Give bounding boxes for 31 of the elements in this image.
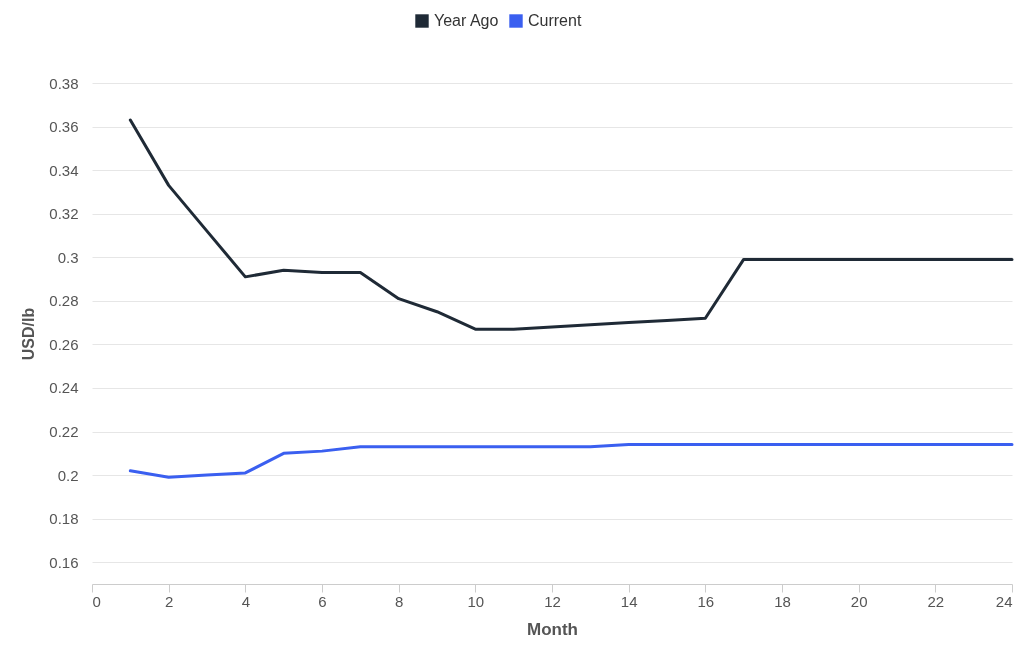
- x-tick-label: 10: [467, 592, 485, 610]
- x-tick-label: 18: [774, 592, 791, 610]
- x-tick-label: 12: [544, 592, 561, 610]
- x-tick-label: 8: [394, 592, 404, 610]
- y-tick-label: 0.28: [49, 292, 79, 310]
- y-tick-label: 0.36: [49, 118, 79, 136]
- x-tick-label: 4: [241, 592, 251, 610]
- x-tick-label: 2: [164, 592, 174, 610]
- legend-label: Current: [528, 12, 582, 29]
- x-tick-label: 24: [995, 592, 1013, 610]
- y-tick-label: 0.24: [49, 379, 79, 397]
- y-tick-label: 0.22: [49, 423, 79, 441]
- x-tick-label: 22: [927, 592, 945, 610]
- y-tick-label: 0.2: [57, 466, 79, 484]
- y-axis-title: USD/lb: [20, 307, 38, 361]
- y-tick-label: 0.38: [49, 74, 79, 92]
- y-tick-label: 0.18: [49, 510, 79, 528]
- x-tick-label: 6: [318, 592, 327, 610]
- y-tick-label: 0.32: [49, 205, 79, 223]
- legend-label: Year Ago: [434, 12, 499, 29]
- x-tick-label: 14: [620, 592, 638, 610]
- y-tick-label: 0.16: [49, 553, 79, 571]
- y-tick-label: 0.3: [57, 248, 79, 266]
- line-series: [128, 118, 1014, 331]
- x-tick-label: 20: [850, 592, 868, 610]
- line-series: [128, 443, 1014, 479]
- y-tick-label: 0.26: [49, 335, 79, 353]
- x-tick-label: 0: [92, 592, 101, 610]
- x-tick-label: 16: [697, 592, 715, 610]
- y-tick-label: 0.34: [49, 161, 79, 179]
- x-axis-title: Month: [527, 619, 578, 639]
